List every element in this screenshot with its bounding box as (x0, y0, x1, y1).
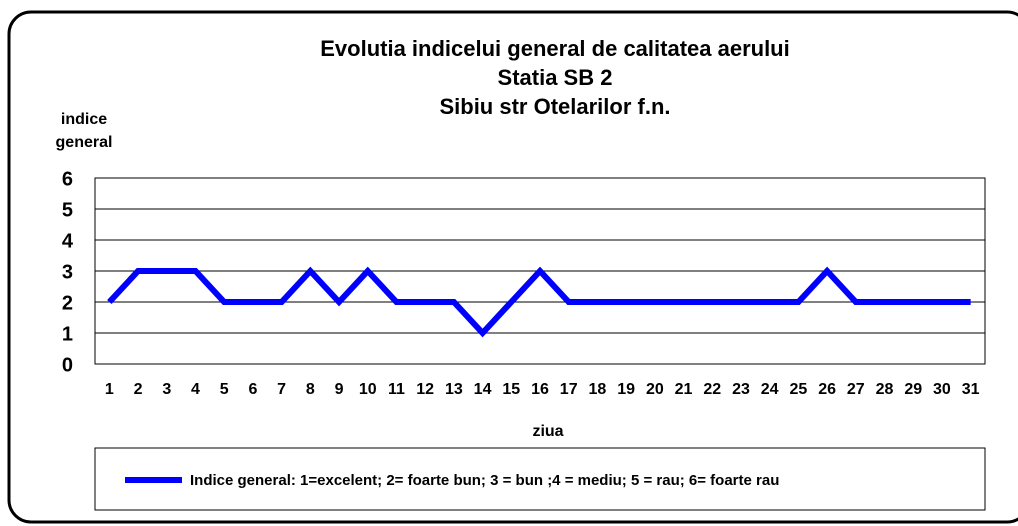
x-tick-label: 3 (162, 381, 171, 398)
x-tick-label: 22 (703, 381, 721, 398)
x-tick-label: 7 (277, 381, 286, 398)
x-tick-label: 27 (847, 381, 865, 398)
x-tick-label: 28 (876, 381, 894, 398)
x-axis-label: ziua (532, 423, 563, 440)
x-tick-label: 18 (589, 381, 607, 398)
legend-box (94, 447, 986, 511)
y-tick-label: 6 (62, 168, 73, 190)
x-tick-label: 4 (191, 381, 200, 398)
x-tick-label: 19 (617, 381, 635, 398)
x-tick-label: 25 (789, 381, 807, 398)
x-tick-label: 6 (248, 381, 257, 398)
x-tick-label: 17 (560, 381, 578, 398)
y-tick-label: 2 (62, 292, 73, 314)
x-tick-label: 16 (531, 381, 549, 398)
x-tick-label: 26 (818, 381, 836, 398)
legend-label: Indice general: 1=excelent; 2= foarte bu… (190, 472, 779, 489)
x-tick-label: 1 (105, 381, 114, 398)
y-tick-label: 1 (62, 323, 73, 345)
x-tick-label: 2 (134, 381, 143, 398)
chart-title: Sibiu str Otelarilor f.n. (439, 94, 670, 119)
x-tick-label: 10 (359, 381, 377, 398)
frame (7, 10, 1018, 524)
y-tick-label: 4 (62, 230, 74, 252)
x-tick-label: 21 (675, 381, 693, 398)
x-tick-label: 20 (646, 381, 664, 398)
x-tick-label: 14 (474, 381, 492, 398)
x-tick-label: 31 (962, 381, 980, 398)
y-axis-label: general (56, 134, 113, 151)
x-tick-label: 9 (335, 381, 344, 398)
x-tick-label: 12 (416, 381, 434, 398)
x-tick-label: 13 (445, 381, 463, 398)
y-tick-label: 3 (62, 261, 73, 283)
x-tick-label: 8 (306, 381, 315, 398)
y-tick-label: 0 (62, 354, 73, 376)
x-tick-label: 11 (388, 381, 405, 398)
x-tick-label: 30 (933, 381, 951, 398)
line-series (107, 266, 971, 338)
x-tick-label: 29 (904, 381, 922, 398)
x-tick-label: 23 (732, 381, 750, 398)
chart-title: Evolutia indicelui general de calitatea … (320, 36, 790, 61)
x-tick-label: 15 (502, 381, 520, 398)
x-tick-label: 5 (220, 381, 229, 398)
chart-title: Statia SB 2 (498, 65, 613, 90)
x-tick-label: 24 (761, 381, 779, 398)
y-axis-label: indice (61, 111, 107, 128)
y-tick-label: 5 (62, 199, 73, 221)
